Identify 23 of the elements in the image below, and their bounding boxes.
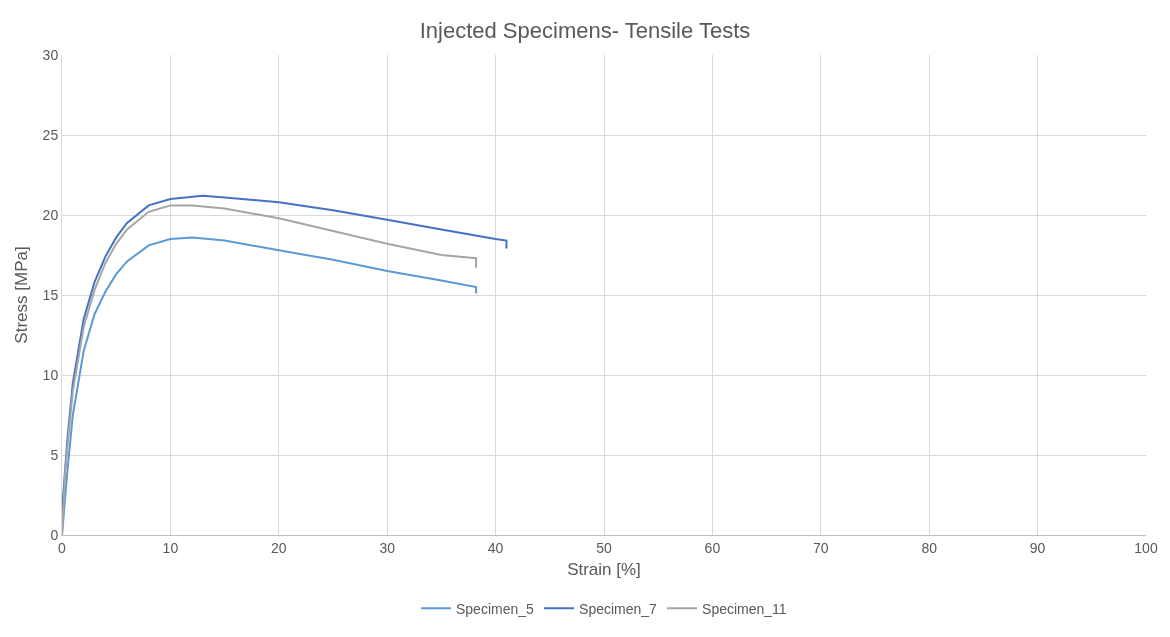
legend-label: Specimen_5: [456, 600, 535, 617]
x-tick-label: 60: [704, 539, 721, 556]
x-tick-label: 80: [921, 539, 938, 556]
y-tick-label: 25: [42, 126, 59, 143]
x-tick-label: 100: [1134, 539, 1158, 556]
legend-label: Specimen_11: [702, 600, 787, 617]
x-tick-label: 40: [487, 539, 504, 556]
y-tick-label: 5: [50, 446, 59, 463]
y-tick-label: 20: [42, 206, 59, 223]
chart-title: Injected Specimens- Tensile Tests: [419, 17, 751, 43]
x-tick-label: 70: [813, 539, 829, 556]
x-axis-title: Strain [%]: [567, 560, 641, 580]
x-tick-label: 10: [162, 539, 179, 556]
y-tick-label: 15: [42, 286, 59, 303]
x-tick-label: 20: [271, 539, 287, 556]
y-tick-label: 10: [42, 366, 59, 383]
x-tick-label: 30: [379, 539, 396, 556]
y-tick-label: 30: [42, 46, 59, 63]
x-tick-label: 90: [1029, 539, 1046, 556]
y-tick-label: 0: [50, 526, 59, 543]
legend-label: Specimen_7: [579, 600, 658, 617]
y-axis-title: Stress [MPa]: [12, 246, 32, 344]
x-tick-label: 50: [596, 539, 612, 556]
